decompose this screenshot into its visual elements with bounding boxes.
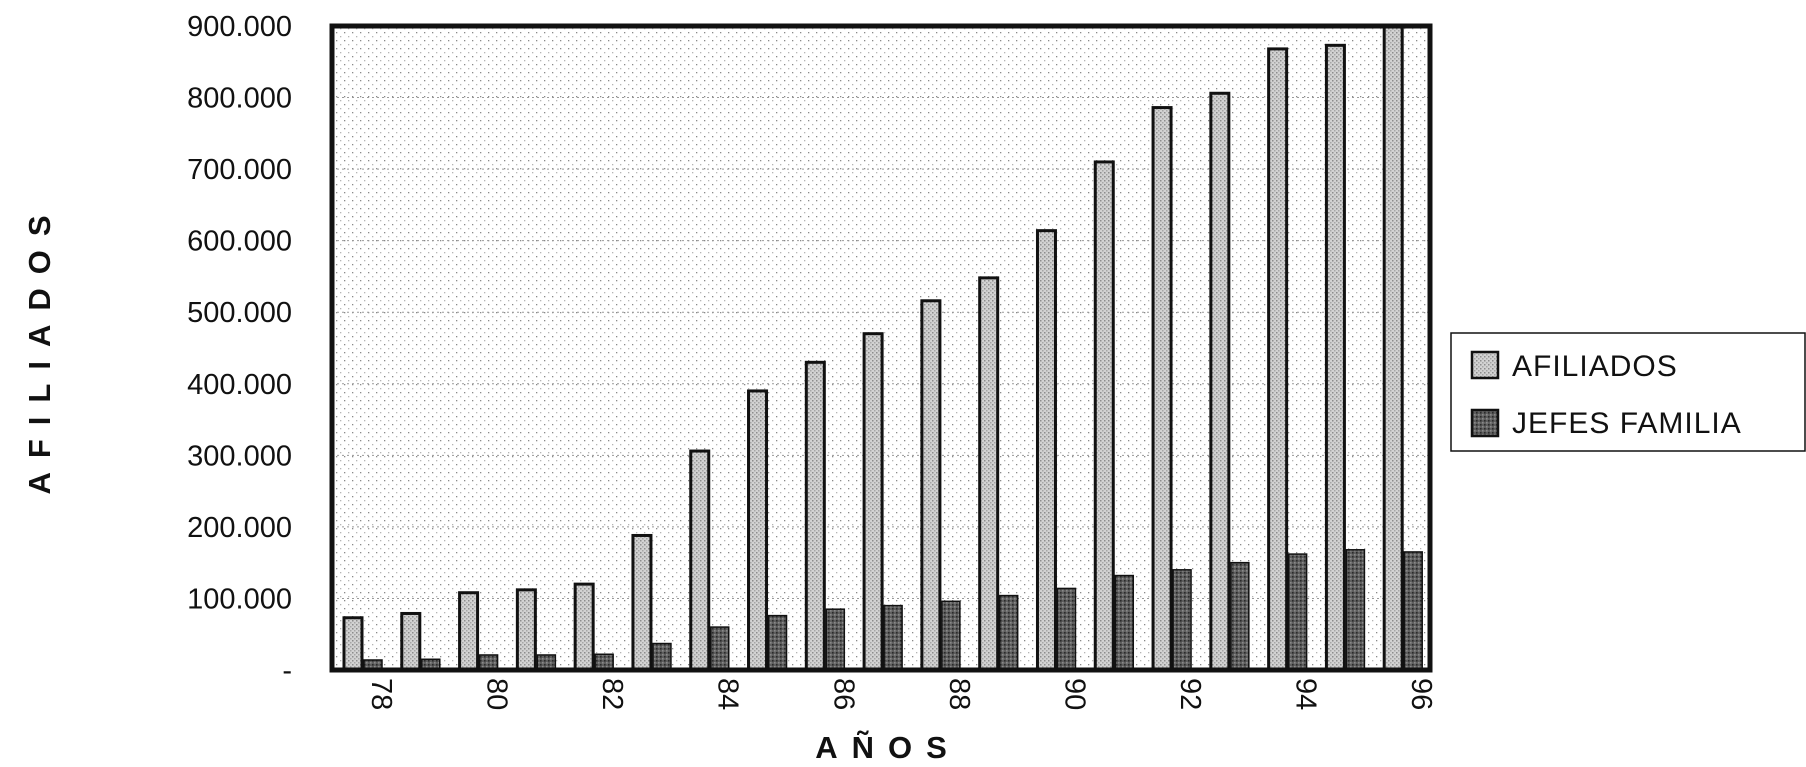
bar-jefes-familia bbox=[941, 600, 961, 671]
bar-jefes-familia bbox=[825, 608, 846, 671]
y-tick-label: 500.000 bbox=[187, 297, 292, 329]
bar-afiliados bbox=[1382, 24, 1404, 672]
bar-afiliados bbox=[920, 299, 942, 672]
bar-jefes-familia bbox=[652, 642, 672, 671]
legend: AFILIADOS JEFES FAMILIA bbox=[1450, 332, 1806, 452]
bar-jefes-familia bbox=[1287, 553, 1308, 671]
bars bbox=[342, 24, 1423, 672]
x-tick-label: 78 bbox=[365, 678, 397, 710]
y-tick-label: 900.000 bbox=[187, 11, 292, 43]
plot-frame bbox=[329, 23, 1433, 673]
bar-jefes-familia bbox=[709, 626, 730, 671]
bar-afiliados bbox=[1267, 47, 1289, 672]
bar-afiliados bbox=[1209, 91, 1231, 672]
x-tick-label: 84 bbox=[712, 678, 744, 710]
bar-afiliados bbox=[747, 389, 769, 672]
bar-afiliados bbox=[1151, 106, 1173, 672]
bar-jefes-familia bbox=[1345, 549, 1366, 671]
bar-jefes-familia bbox=[1114, 574, 1135, 671]
bar-jefes-familia bbox=[1056, 587, 1077, 671]
bar-jefes-familia bbox=[883, 604, 903, 671]
x-axis-ticks: 78 80 82 84 86 88 90 92 94 96 bbox=[365, 678, 1437, 710]
bar-afiliados bbox=[862, 332, 884, 672]
bar-afiliados bbox=[1093, 160, 1115, 672]
bar-afiliados bbox=[1324, 43, 1346, 672]
legend-box bbox=[1450, 332, 1806, 452]
legend-label-jefes-familia: JEFES FAMILIA bbox=[1512, 407, 1742, 440]
y-tick-label: 600.000 bbox=[187, 226, 292, 258]
y-axis-title: AFILIADOS bbox=[22, 201, 57, 494]
x-tick-label: 92 bbox=[1174, 678, 1206, 710]
bar-afiliados bbox=[978, 276, 1000, 672]
legend-swatch-afiliados bbox=[1470, 350, 1500, 380]
bar-jefes-familia bbox=[1403, 551, 1423, 671]
bar-jefes-familia bbox=[767, 614, 788, 671]
x-tick-label: 82 bbox=[596, 678, 628, 710]
legend-swatch-jefes-familia bbox=[1470, 408, 1500, 438]
x-tick-label: 88 bbox=[943, 678, 975, 710]
bar-afiliados bbox=[804, 360, 826, 672]
x-axis-title: AÑOS bbox=[815, 730, 961, 762]
bar-jefes-familia bbox=[998, 594, 1019, 671]
y-tick-label: 700.000 bbox=[187, 154, 292, 186]
bar-jefes-familia bbox=[1172, 569, 1192, 671]
y-tick-label: 800.000 bbox=[187, 83, 292, 115]
y-tick-label: 400.000 bbox=[187, 369, 292, 401]
y-tick-label: 300.000 bbox=[187, 440, 292, 472]
y-tick-label: 200.000 bbox=[187, 512, 292, 544]
bar-afiliados bbox=[1035, 229, 1057, 672]
legend-label-afiliados: AFILIADOS bbox=[1512, 350, 1678, 383]
bar-afiliados bbox=[631, 533, 653, 672]
bar-jefes-familia bbox=[1230, 561, 1250, 671]
bar-afiliados bbox=[458, 591, 480, 672]
y-axis-ticks: - 100.000 200.000 300.000 400.000 500.000 600.… bbox=[187, 11, 292, 687]
y-tick-label: - bbox=[282, 655, 292, 687]
bar-afiliados bbox=[342, 616, 364, 672]
bar-afiliados bbox=[689, 449, 711, 672]
bar-afiliados bbox=[515, 588, 537, 672]
x-tick-label: 86 bbox=[827, 678, 859, 710]
bar-afiliados bbox=[400, 611, 422, 672]
bar-afiliados bbox=[573, 582, 595, 672]
x-tick-label: 80 bbox=[481, 678, 513, 710]
x-tick-label: 96 bbox=[1405, 678, 1437, 710]
x-tick-label: 90 bbox=[1058, 678, 1090, 710]
y-tick-label: 100.000 bbox=[187, 583, 292, 615]
x-tick-label: 94 bbox=[1290, 678, 1322, 710]
